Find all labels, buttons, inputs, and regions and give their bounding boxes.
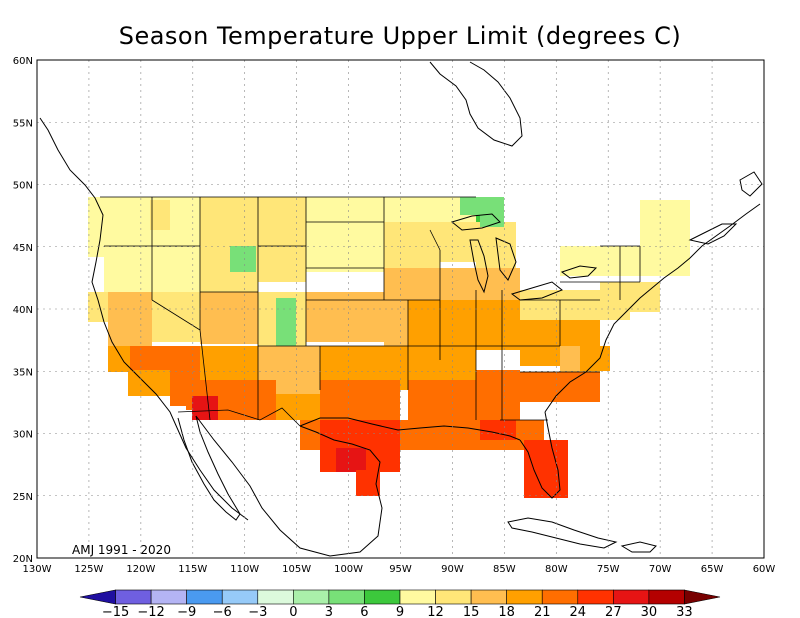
temperature-cell: [460, 197, 480, 215]
x-tick-label: 60W: [753, 564, 776, 575]
colorbar-swatch: [506, 589, 543, 605]
colorbar-swatch: [293, 589, 330, 605]
x-tick-label: 65W: [701, 564, 724, 575]
colorbar-label: 33: [676, 605, 693, 618]
temperature-cell: [408, 380, 476, 426]
colorbar-swatch: [257, 589, 294, 605]
colorbar-label: −6: [213, 605, 232, 618]
temperature-cell: [476, 300, 520, 350]
temperature-cell: [306, 292, 384, 342]
x-tick-label: 75W: [597, 564, 620, 575]
temperature-cell: [276, 394, 320, 420]
x-tick-label: 125W: [74, 564, 103, 575]
x-tick-label: 70W: [649, 564, 672, 575]
temperature-cell: [276, 298, 296, 346]
colorbar-swatch: [435, 589, 472, 605]
temperature-cell: [480, 197, 504, 227]
y-tick-label: 45N: [13, 243, 33, 254]
colorbar-label: −12: [137, 605, 164, 618]
political-borders: [100, 196, 641, 427]
temperature-cell: [88, 292, 108, 322]
colorbar-swatch: [79, 589, 116, 605]
colorbar-label: 24: [570, 605, 587, 618]
colorbar-swatch: [684, 589, 721, 605]
temperature-cell: [152, 292, 200, 342]
colorbar-swatch: [115, 589, 152, 605]
y-tick-label: 60N: [13, 56, 33, 67]
colorbar-label: −15: [102, 605, 129, 618]
colorbar-label: 3: [325, 605, 333, 618]
x-tick-label: 95W: [389, 564, 412, 575]
lat-lon-grid: [37, 60, 764, 558]
y-tick-label: 30N: [13, 430, 33, 441]
x-tick-label: 100W: [334, 564, 363, 575]
temperature-cell: [336, 448, 366, 472]
colorbar-label: −3: [248, 605, 267, 618]
temperature-cell: [524, 440, 568, 498]
x-tick-label: 130W: [23, 564, 52, 575]
colorbar-swatch: [186, 589, 223, 605]
colorbar-swatch: [328, 589, 365, 605]
temperature-cell: [476, 370, 520, 426]
colorbar-label: 0: [289, 605, 297, 618]
x-tick-label: 90W: [441, 564, 464, 575]
x-tick-label: 110W: [230, 564, 259, 575]
colorbar-label: 12: [427, 605, 444, 618]
temperature-cell: [256, 200, 286, 240]
colorbar-label: 27: [605, 605, 622, 618]
colorbar-label: 18: [498, 605, 515, 618]
temperature-cell: [408, 300, 476, 380]
temperature-cell: [320, 380, 400, 420]
temperature-cell: [640, 200, 690, 250]
y-axis-ticks: 60N 55N 50N 45N 40N 35N 30N 25N 20N: [13, 56, 33, 565]
temperature-cell: [520, 372, 600, 402]
y-tick-label: 50N: [13, 181, 33, 192]
colorbar-swatch: [648, 589, 685, 605]
x-tick-label: 105W: [282, 564, 311, 575]
colorbar-label: 30: [641, 605, 658, 618]
colorbar-swatch: [470, 589, 507, 605]
temperature-cell: [200, 346, 258, 386]
period-label: AMJ 1991 - 2020: [72, 543, 171, 557]
temperature-cell: [600, 282, 660, 312]
colorbar-swatch: [221, 589, 259, 605]
x-axis-ticks: 130W 125W 120W 115W 110W 105W 100W 95W 90W 85W 80W…: [23, 564, 776, 575]
temperature-cell: [480, 420, 520, 440]
colorbar-label: −9: [177, 605, 196, 618]
temperature-cell: [306, 197, 384, 272]
y-tick-label: 55N: [13, 118, 33, 129]
temperature-cell: [216, 380, 276, 420]
colorbar-swatch: [364, 589, 401, 605]
colorbar-swatch: [399, 589, 436, 605]
map-frame: [36, 59, 765, 559]
colorbar-swatch: [577, 589, 614, 605]
y-tick-label: 20N: [13, 554, 33, 565]
color-scale-bar: −15 −12 −9 −6 −3 0 3 6 9 12 15 18 21 24 27 30 33: [79, 589, 721, 618]
temperature-cell: [380, 448, 400, 472]
colorbar-label: 9: [396, 605, 404, 618]
colorbar-swatch: [613, 589, 650, 605]
temperature-cell: [580, 346, 610, 371]
x-tick-label: 85W: [493, 564, 516, 575]
x-tick-label: 120W: [126, 564, 155, 575]
temperature-cell: [200, 292, 258, 344]
y-tick-label: 25N: [13, 492, 33, 503]
coastlines: [39, 61, 763, 557]
colorbar-swatch: [541, 589, 579, 605]
x-tick-label: 80W: [545, 564, 568, 575]
temperature-cell: [150, 200, 170, 230]
map-title: Season Temperature Upper Limit (degrees …: [118, 22, 682, 50]
colorbar-label: 6: [360, 605, 368, 618]
temperature-cell: [200, 197, 258, 292]
x-tick-label: 115W: [178, 564, 207, 575]
temperature-cell: [560, 246, 690, 276]
temperature-cell: [230, 246, 256, 272]
y-tick-label: 40N: [13, 305, 33, 316]
colorbar-label: 15: [463, 605, 480, 618]
colorbar-label: 21: [534, 605, 551, 618]
colorbar-swatch: [150, 589, 187, 605]
temperature-field: [88, 197, 690, 498]
y-tick-label: 35N: [13, 367, 33, 378]
